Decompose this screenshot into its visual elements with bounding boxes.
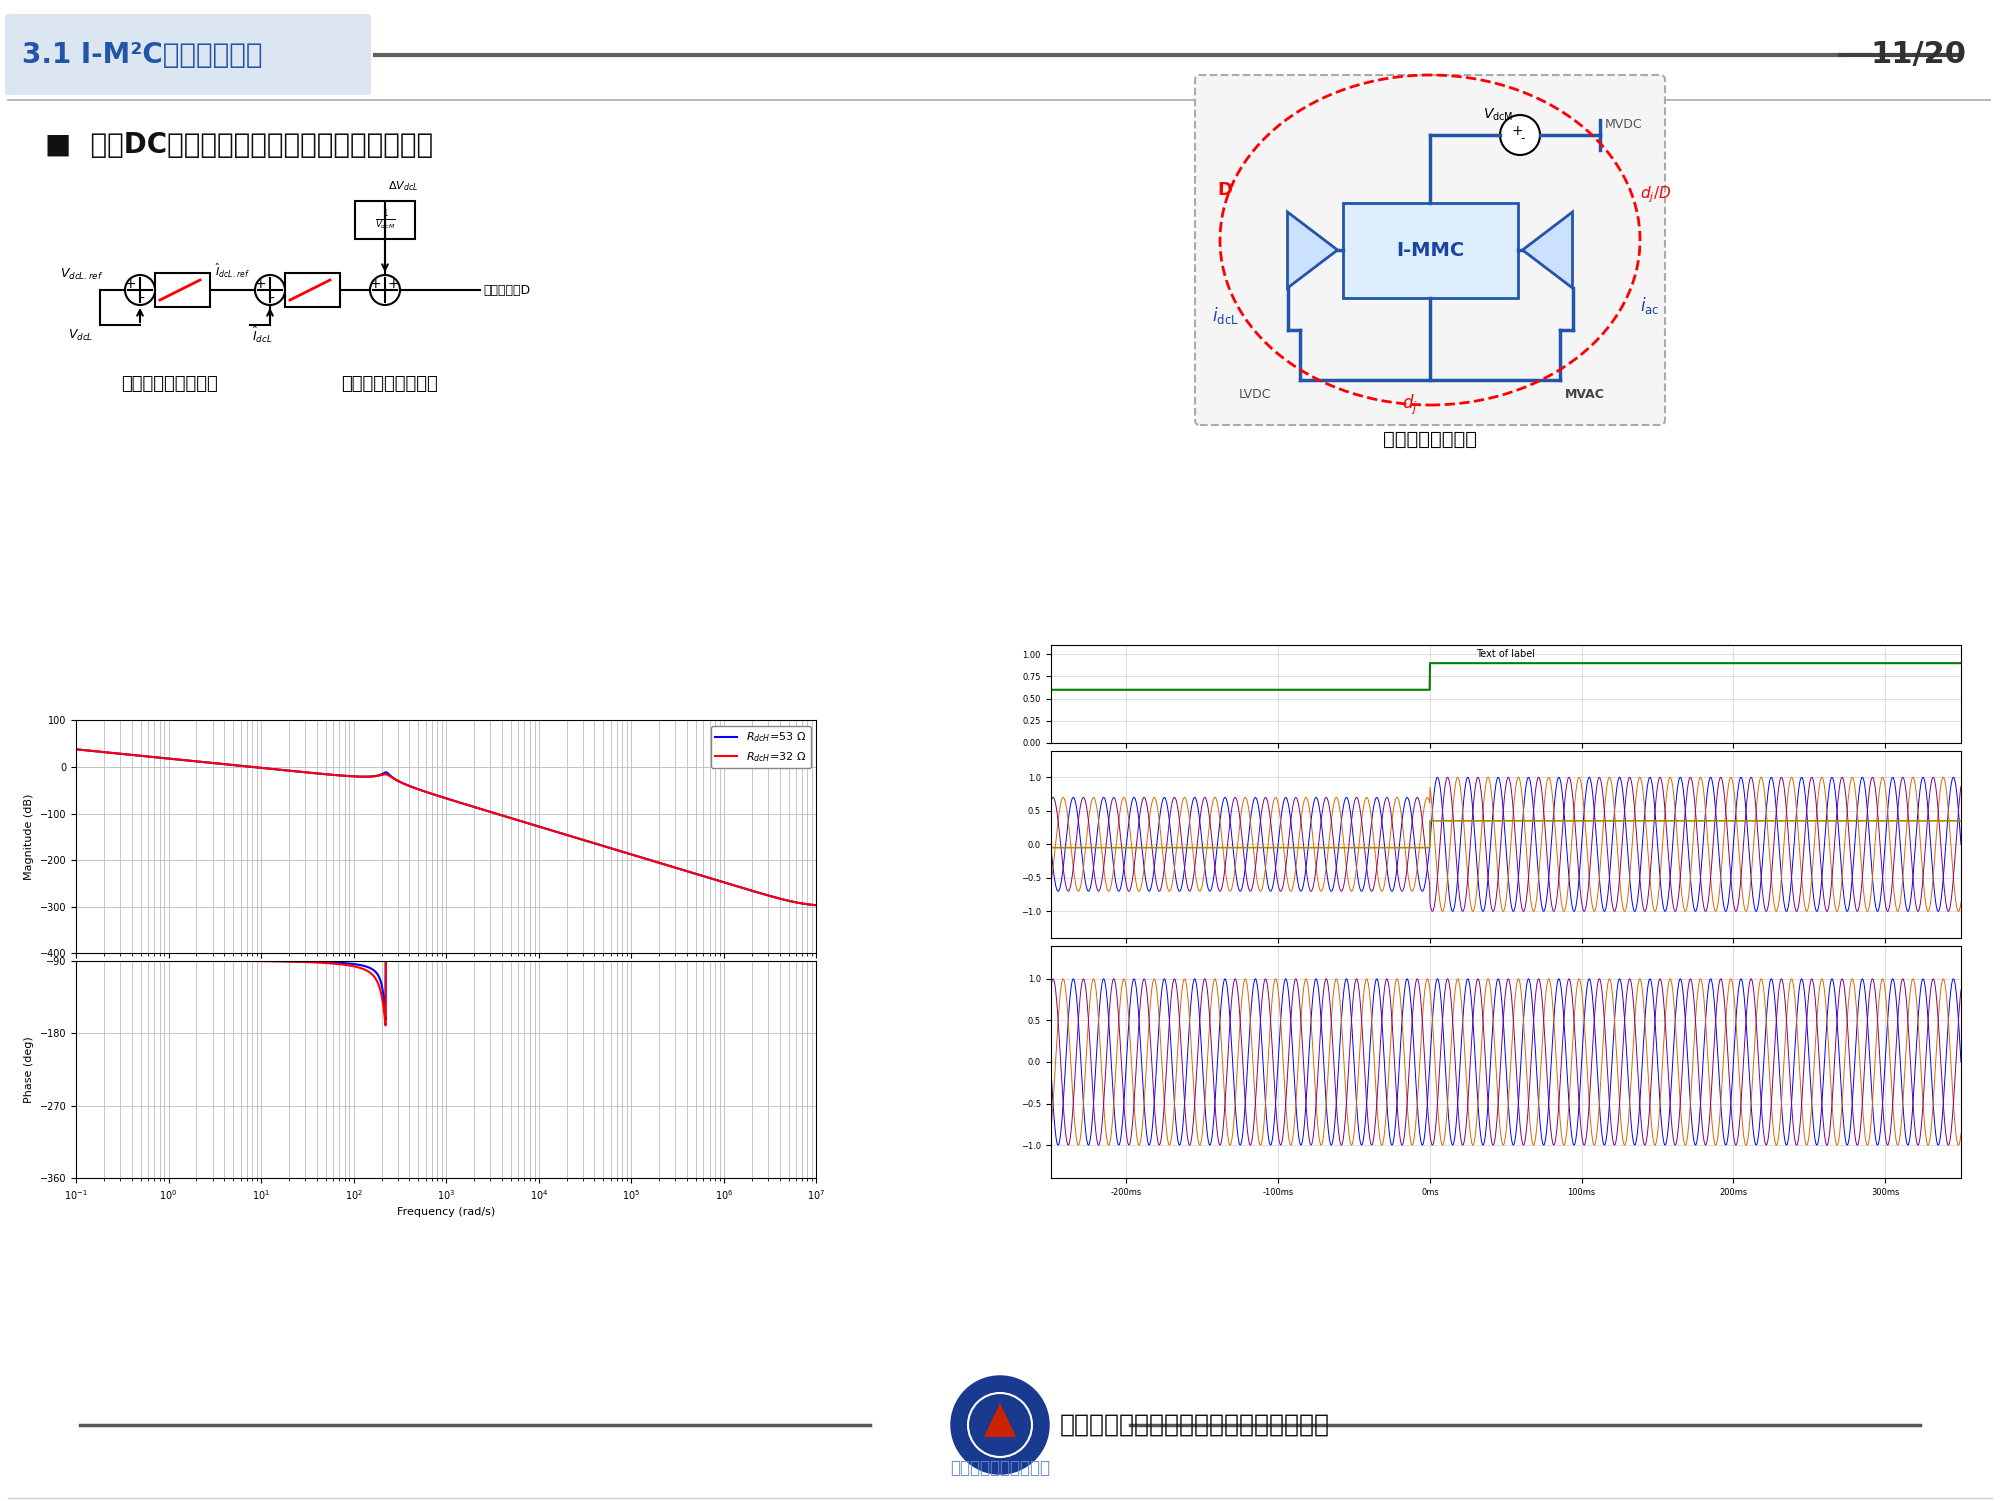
FancyBboxPatch shape [4, 14, 370, 95]
Text: MVDC: MVDC [1605, 119, 1643, 132]
$R_{dcH}$=32 $\Omega$ [64, 740, 88, 758]
Polygon shape [1523, 212, 1573, 288]
Bar [154, 273, 210, 308]
Text: +: + [124, 278, 136, 291]
Text: 低压直流端口控制系统tBode图: 低压直流端口控制系统tBode图 [340, 830, 518, 848]
$R_{dcH}$=53 $\Omega$ [702, 871, 726, 889]
Text: -: - [140, 293, 144, 306]
Text: $i_{\rm dcL}$: $i_{\rm dcL}$ [1213, 305, 1239, 326]
Text: D: D [1217, 182, 1233, 200]
Circle shape [952, 1376, 1049, 1472]
Text: -: - [1521, 132, 1525, 146]
Line: $R_{dcH}$=32 $\Omega$: $R_{dcH}$=32 $\Omega$ [76, 749, 816, 905]
Text: Text of label: Text of label [1477, 648, 1535, 659]
$R_{dcH}$=32 $\Omega$ [110, 744, 134, 763]
Text: MVAC: MVAC [1565, 389, 1605, 401]
$R_{dcH}$=53 $\Omega$ [64, 740, 88, 758]
Text: +: + [370, 278, 380, 291]
$R_{dcH}$=32 $\Omega$ [702, 871, 726, 889]
Text: $i_{\rm ac}$: $i_{\rm ac}$ [1641, 294, 1659, 315]
Text: $d_j/D$: $d_j/D$ [1641, 185, 1671, 206]
Text: I-MMC: I-MMC [1397, 240, 1465, 260]
Text: $\Delta V_{dcL}$: $\Delta V_{dcL}$ [388, 179, 418, 194]
Bar [284, 273, 340, 308]
Bar [1343, 203, 1517, 297]
Text: 第七届电工学科青年学者学科前沿讨论会: 第七届电工学科青年学者学科前沿讨论会 [1061, 1412, 1331, 1436]
Polygon shape [984, 1403, 1017, 1436]
Circle shape [370, 275, 400, 305]
Text: 11/20: 11/20 [1871, 41, 1967, 69]
Text: $V_{dcL}$: $V_{dcL}$ [68, 327, 94, 342]
Circle shape [254, 275, 284, 305]
Text: 《电工技术学报》发布: 《电工技术学报》发布 [950, 1459, 1051, 1477]
$R_{dcH}$=53 $\Omega$ [626, 848, 650, 866]
X-axis label: Frequency (rad/s): Frequency (rad/s) [396, 1207, 496, 1217]
Text: LVDC: LVDC [1239, 389, 1271, 401]
Text: +: + [386, 278, 398, 291]
Text: $V_{\rm dcM}$: $V_{\rm dcM}$ [1483, 107, 1513, 123]
Text: +: + [1511, 125, 1523, 138]
$R_{dcH}$=53 $\Omega$ [804, 896, 828, 914]
$R_{dcH}$=32 $\Omega$ [514, 814, 538, 832]
Text: $\frac{1}{V_{dcM}}$: $\frac{1}{V_{dcM}}$ [374, 209, 396, 231]
Polygon shape [1287, 212, 1337, 288]
$R_{dcH}$=32 $\Omega$ [804, 896, 828, 914]
Line: $R_{dcH}$=53 $\Omega$: $R_{dcH}$=53 $\Omega$ [76, 749, 816, 905]
Text: -: - [270, 293, 274, 306]
Text: 低压直流端口负载瞬变: 低压直流端口负载瞬变 [1427, 830, 1533, 848]
$R_{dcH}$=53 $\Omega$ [110, 744, 134, 763]
Text: $d_j$: $d_j$ [1403, 393, 1419, 417]
$R_{dcH}$=32 $\Omega$ [536, 820, 560, 838]
Text: 直流调制比D: 直流调制比D [482, 284, 530, 297]
Circle shape [124, 275, 154, 305]
Legend: $R_{dcH}$=53 $\Omega$, $R_{dcH}$=32 $\Omega$: $R_{dcH}$=53 $\Omega$, $R_{dcH}$=32 $\Om… [710, 726, 810, 769]
Text: 中压直流输入模式: 中压直流输入模式 [1383, 429, 1477, 449]
$R_{dcH}$=32 $\Omega$ [626, 848, 650, 866]
Text: $V_{dcL.ref}$: $V_{dcL.ref}$ [60, 267, 104, 282]
Text: $\hat{I}_{dcL}$: $\hat{I}_{dcL}$ [252, 324, 272, 345]
Y-axis label: Phase (deg): Phase (deg) [24, 1036, 34, 1103]
$R_{dcH}$=32 $\Omega$ [494, 808, 518, 826]
Text: ■  基于DC调制自由度的低压直流端口控制策略: ■ 基于DC调制自由度的低压直流端口控制策略 [44, 131, 432, 159]
$R_{dcH}$=53 $\Omega$ [494, 808, 518, 826]
Circle shape [1501, 116, 1541, 155]
Text: 低压直流端口电流环: 低压直流端口电流环 [342, 375, 438, 393]
Bar [354, 201, 414, 239]
Text: +: + [254, 278, 266, 291]
Text: 低压直流端口电压环: 低压直流端口电压环 [122, 375, 218, 393]
$R_{dcH}$=53 $\Omega$ [514, 814, 538, 832]
Text: $\hat{I}_{dcL.ref}$: $\hat{I}_{dcL.ref}$ [214, 261, 250, 281]
FancyBboxPatch shape [1195, 75, 1665, 425]
$R_{dcH}$=53 $\Omega$ [536, 820, 560, 838]
Text: 3.1 I-M²C协调控制策略: 3.1 I-M²C协调控制策略 [22, 41, 262, 69]
Y-axis label: Magnitude (dB): Magnitude (dB) [24, 794, 34, 880]
